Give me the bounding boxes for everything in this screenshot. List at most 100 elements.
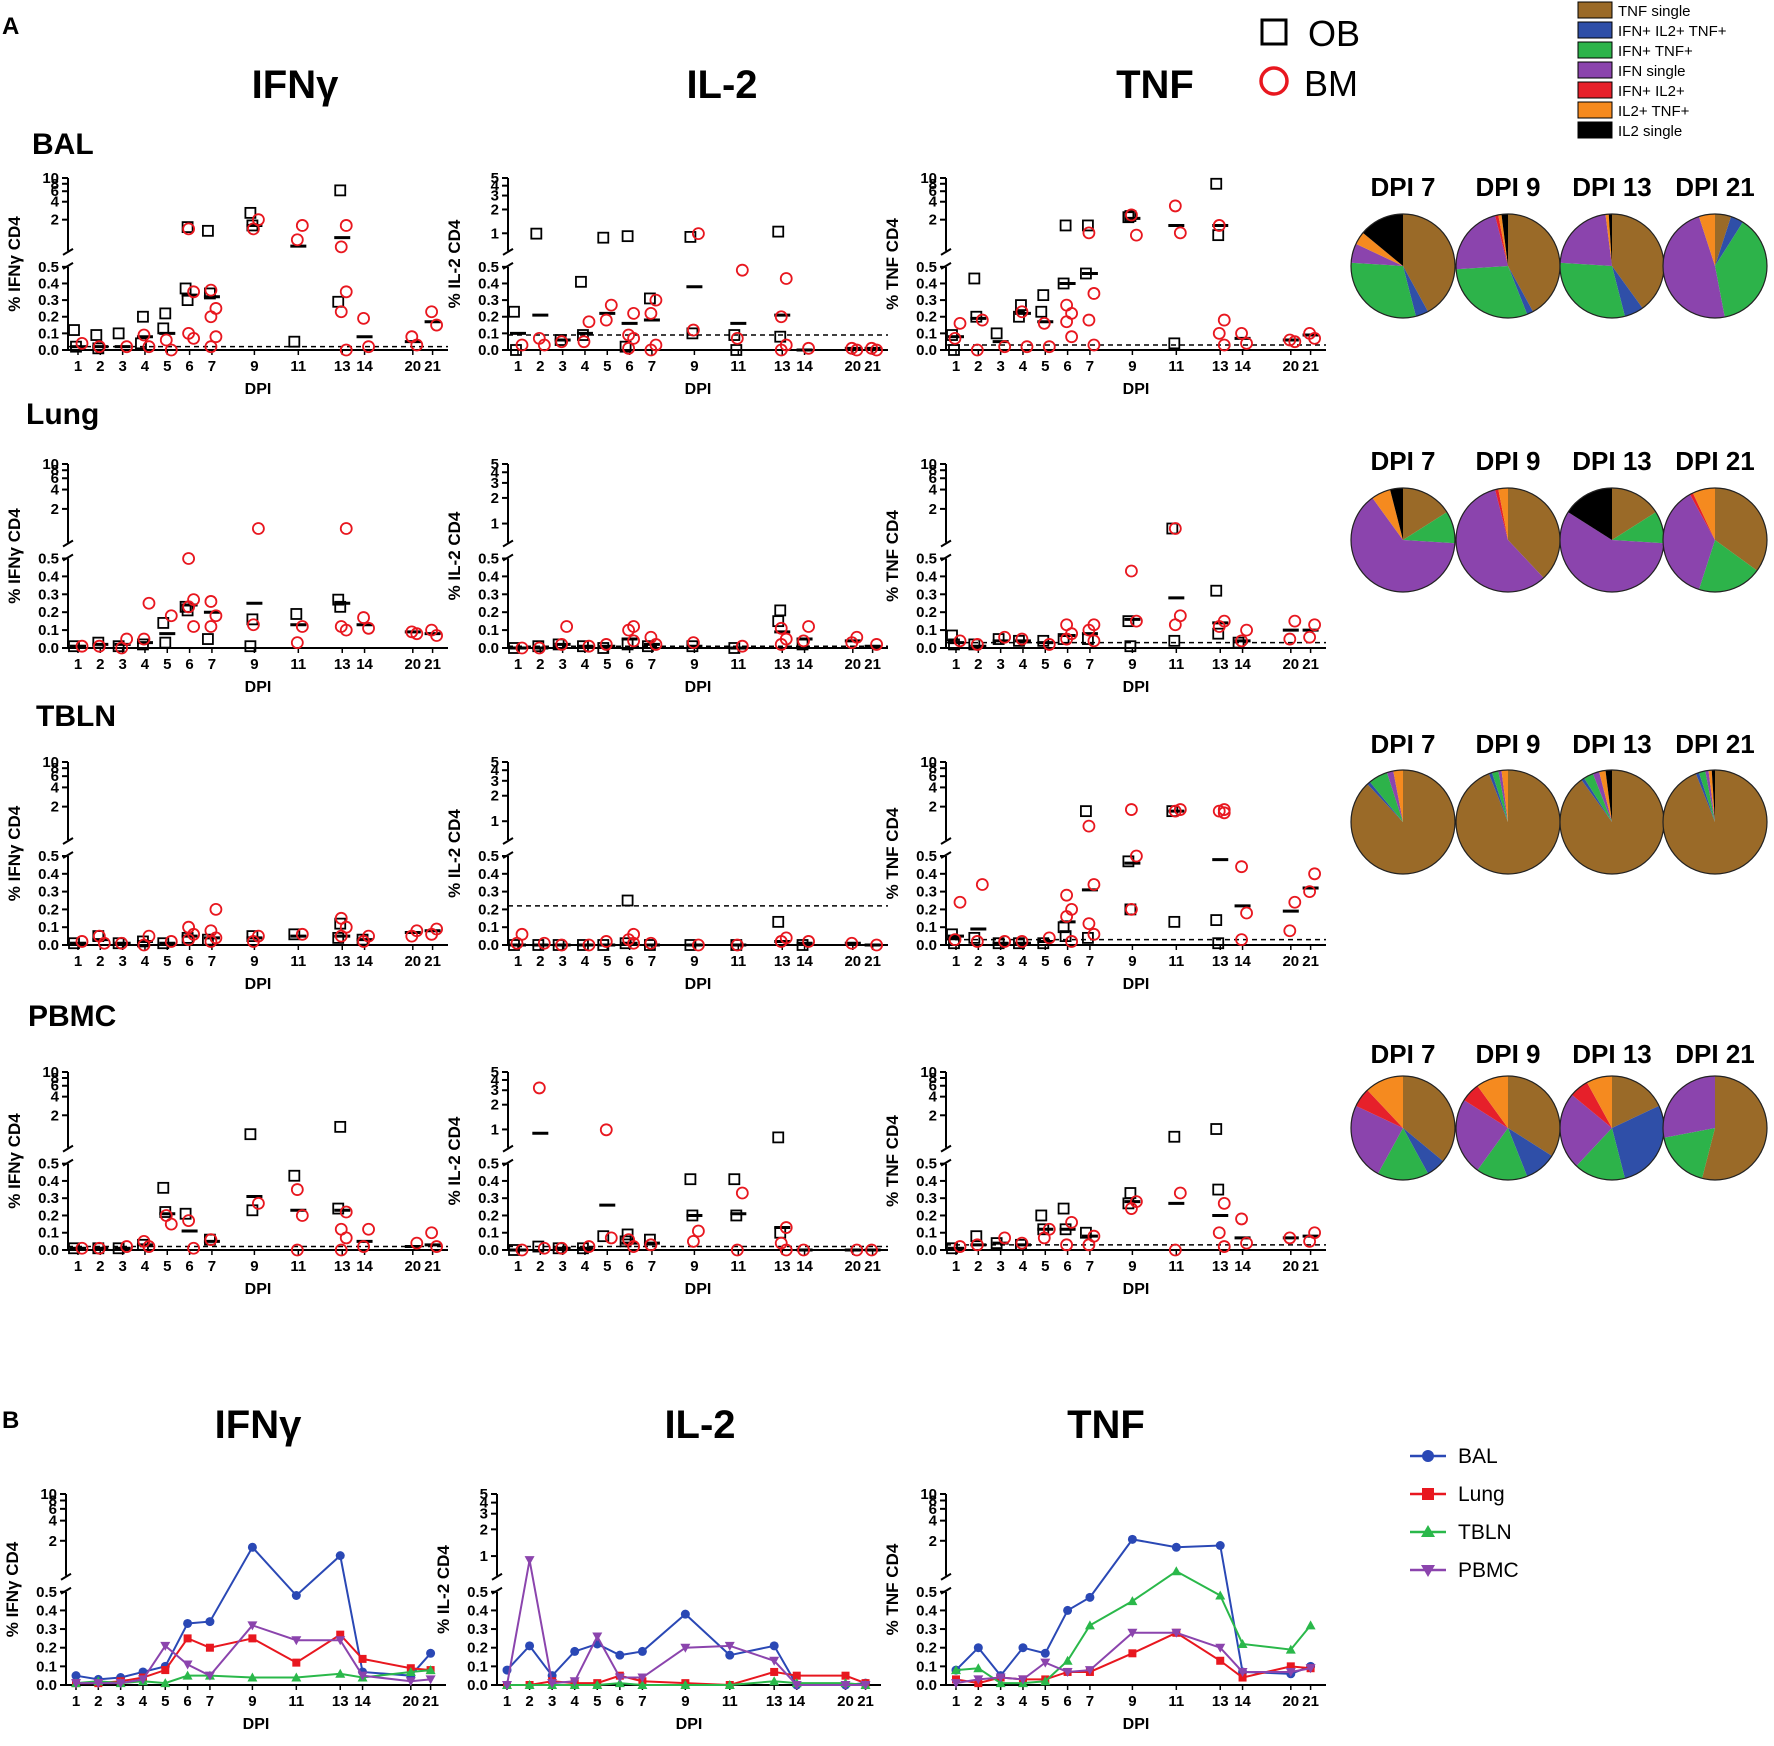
bm-point — [1082, 819, 1096, 833]
bm-point — [1042, 931, 1056, 945]
bm-point — [334, 305, 348, 319]
x-tick-label: 3 — [558, 358, 566, 375]
series-marker — [680, 1609, 690, 1619]
pie-slice — [1403, 266, 1429, 317]
legend-label: PBMC — [1458, 1559, 1519, 1582]
bm-point — [735, 263, 749, 277]
bm-point — [339, 623, 353, 637]
y-tick-label: 10 — [42, 1064, 59, 1081]
series-marker — [1084, 1666, 1095, 1676]
bm-point — [1168, 522, 1182, 535]
axis-break-mark — [502, 247, 514, 256]
ob-legend-label: OB — [1308, 13, 1360, 54]
x-tick-label: 6 — [185, 656, 193, 673]
y-tick-label: 8 — [929, 760, 937, 777]
y-tick-label: 4 — [929, 194, 938, 211]
bm-point — [998, 340, 1012, 354]
bm-point — [779, 1243, 793, 1257]
bm-point — [599, 313, 613, 327]
bm-point — [1037, 1231, 1051, 1245]
y-tick-label: 0.4 — [916, 275, 938, 292]
y-axis-title: % TNF CD4 — [883, 218, 902, 310]
y-tick-label: 8 — [51, 462, 59, 479]
x-tick-label: 9 — [690, 1258, 698, 1275]
ob-point — [1037, 289, 1050, 302]
x-tick-label: 21 — [1302, 1693, 1319, 1710]
bm-point — [115, 641, 129, 655]
bm-point — [582, 315, 596, 329]
x-tick-label: 5 — [603, 1258, 611, 1275]
series-marker — [1128, 1649, 1137, 1658]
y-tick-label: 0.1 — [916, 325, 937, 342]
series-marker — [1127, 1628, 1138, 1638]
x-tick-label: 14 — [356, 358, 373, 375]
y-tick-label: 0.1 — [38, 622, 59, 639]
pie-chart — [1350, 769, 1456, 875]
ob-point — [246, 930, 259, 943]
y-axis-title: % IL-2 CD4 — [445, 511, 464, 600]
y-tick-label: 8 — [51, 760, 59, 777]
bm-point — [537, 936, 551, 950]
series-marker — [1305, 1664, 1316, 1674]
series-marker — [115, 1679, 126, 1689]
ob-point — [1057, 921, 1070, 934]
y-tick-label: 10 — [42, 754, 59, 771]
ob-point — [1082, 219, 1094, 232]
bm-point — [1173, 1186, 1187, 1200]
bm-point — [1037, 316, 1051, 330]
x-tick-label: 5 — [603, 358, 611, 375]
series-marker — [1216, 1656, 1225, 1665]
ob-point — [157, 937, 170, 950]
y-tick-label: 1 — [480, 1548, 488, 1565]
bm-point — [1235, 634, 1248, 648]
y-axis-title: % IFNγ CD4 — [5, 1113, 24, 1209]
bm-point — [1015, 632, 1029, 646]
series-marker — [160, 1641, 171, 1651]
bm-point — [774, 935, 788, 948]
x-tick-label: 13 — [774, 1258, 791, 1275]
y-tick-label: 0.1 — [916, 919, 937, 936]
bm-point — [209, 330, 223, 344]
bm-point — [410, 1236, 424, 1250]
x-tick-label: 13 — [766, 1693, 783, 1710]
ob-point — [1080, 805, 1092, 818]
ob-point — [621, 230, 634, 243]
y-tick-label: 4 — [51, 194, 60, 211]
pie-slice — [1571, 1082, 1612, 1128]
x-tick-label: 6 — [185, 1258, 193, 1275]
bm-point — [774, 638, 788, 651]
y-tick-label: 8 — [51, 1070, 59, 1087]
x-tick-label: 1 — [74, 656, 82, 673]
x-axis-title: DPI — [685, 976, 712, 993]
x-tick-label: 3 — [996, 1693, 1004, 1710]
y-tick-label: 1 — [491, 516, 499, 533]
y-tick-label: 4 — [51, 482, 60, 499]
y-tick-label: 5 — [480, 1486, 488, 1503]
x-tick-label: 2 — [96, 656, 104, 673]
y-tick-label: 2 — [929, 1533, 937, 1550]
y-tick-label: 0.2 — [916, 901, 937, 918]
axis-break-mark — [62, 1144, 74, 1153]
series-marker — [769, 1676, 780, 1686]
bm-point — [1308, 331, 1321, 345]
ob-point — [202, 633, 214, 645]
pie-legend-label: IFN+ TNF+ — [1618, 43, 1693, 60]
pie-slice — [1692, 488, 1715, 540]
axis-break-mark — [940, 247, 952, 256]
row-title-pbmc: PBMC — [28, 1000, 116, 1033]
x-tick-label: 2 — [96, 358, 104, 375]
pie-slice — [1464, 1085, 1508, 1128]
pie-slice — [1560, 512, 1664, 593]
bm-point — [182, 1214, 196, 1228]
ob-point — [644, 292, 656, 305]
bm-point — [1212, 219, 1226, 232]
series-marker — [291, 1672, 302, 1682]
x-tick-label: 1 — [74, 953, 82, 970]
x-tick-label: 7 — [648, 953, 656, 970]
y-tick-label: 5 — [491, 456, 499, 473]
ob-point — [334, 600, 347, 613]
pie-legend-swatch — [1577, 21, 1613, 39]
y-tick-label: 0.2 — [916, 1640, 937, 1657]
